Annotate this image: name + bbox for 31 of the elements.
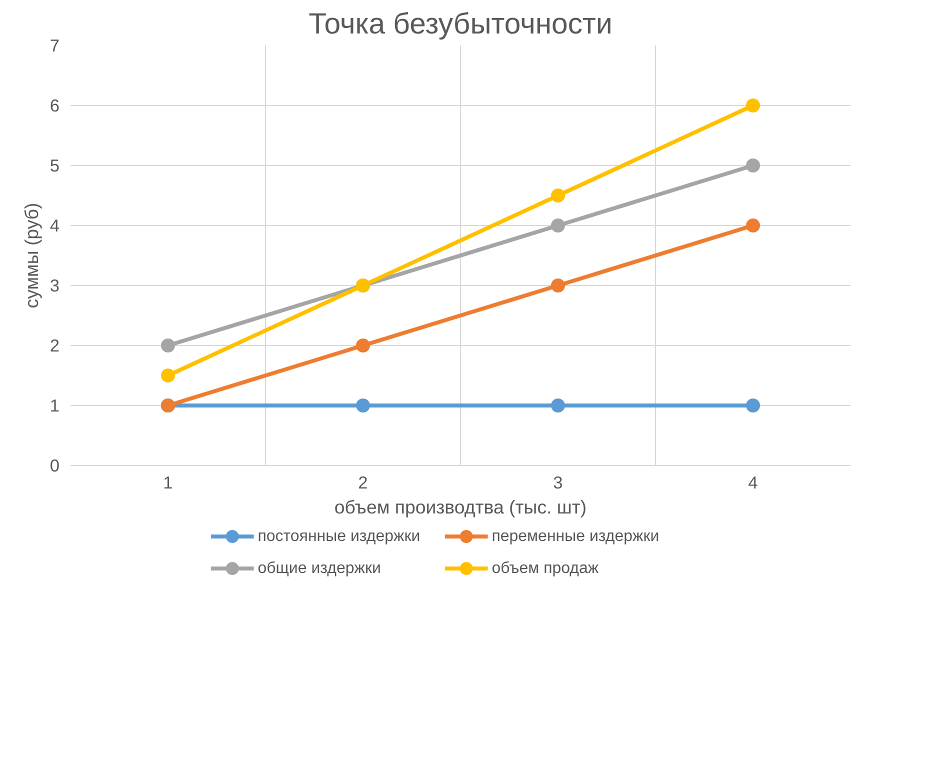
x-tick-label: 1 bbox=[163, 472, 173, 492]
point bbox=[746, 398, 760, 412]
legend-label: постоянные издержки bbox=[258, 528, 420, 545]
legend-label: переменные издержки bbox=[492, 528, 660, 545]
point bbox=[161, 368, 175, 382]
x-axis-title: объем производтва (тыс. шт) bbox=[334, 496, 587, 518]
point bbox=[746, 158, 760, 172]
legend-label: общие издержки bbox=[258, 560, 381, 577]
chart-title: Точка безубыточности bbox=[308, 8, 612, 40]
point bbox=[551, 278, 565, 292]
legend-label: объем продаж bbox=[492, 560, 599, 577]
y-tick-label: 2 bbox=[50, 336, 60, 356]
point bbox=[356, 398, 370, 412]
y-tick-label: 5 bbox=[50, 156, 60, 176]
y-tick-label: 7 bbox=[50, 36, 60, 56]
x-tick-label: 3 bbox=[553, 472, 563, 492]
x-tick-label: 2 bbox=[358, 472, 368, 492]
point bbox=[551, 218, 565, 232]
y-tick-label: 3 bbox=[50, 276, 60, 296]
point bbox=[551, 398, 565, 412]
point bbox=[161, 338, 175, 352]
y-tick-label: 0 bbox=[50, 456, 60, 476]
point bbox=[356, 338, 370, 352]
y-axis-title: суммы (руб) bbox=[20, 202, 42, 308]
point bbox=[746, 218, 760, 232]
point bbox=[551, 188, 565, 202]
y-tick-label: 4 bbox=[50, 216, 60, 236]
x-tick-label: 4 bbox=[748, 472, 758, 492]
y-tick-label: 1 bbox=[50, 396, 60, 416]
y-tick-label: 6 bbox=[50, 96, 60, 116]
point bbox=[746, 98, 760, 112]
